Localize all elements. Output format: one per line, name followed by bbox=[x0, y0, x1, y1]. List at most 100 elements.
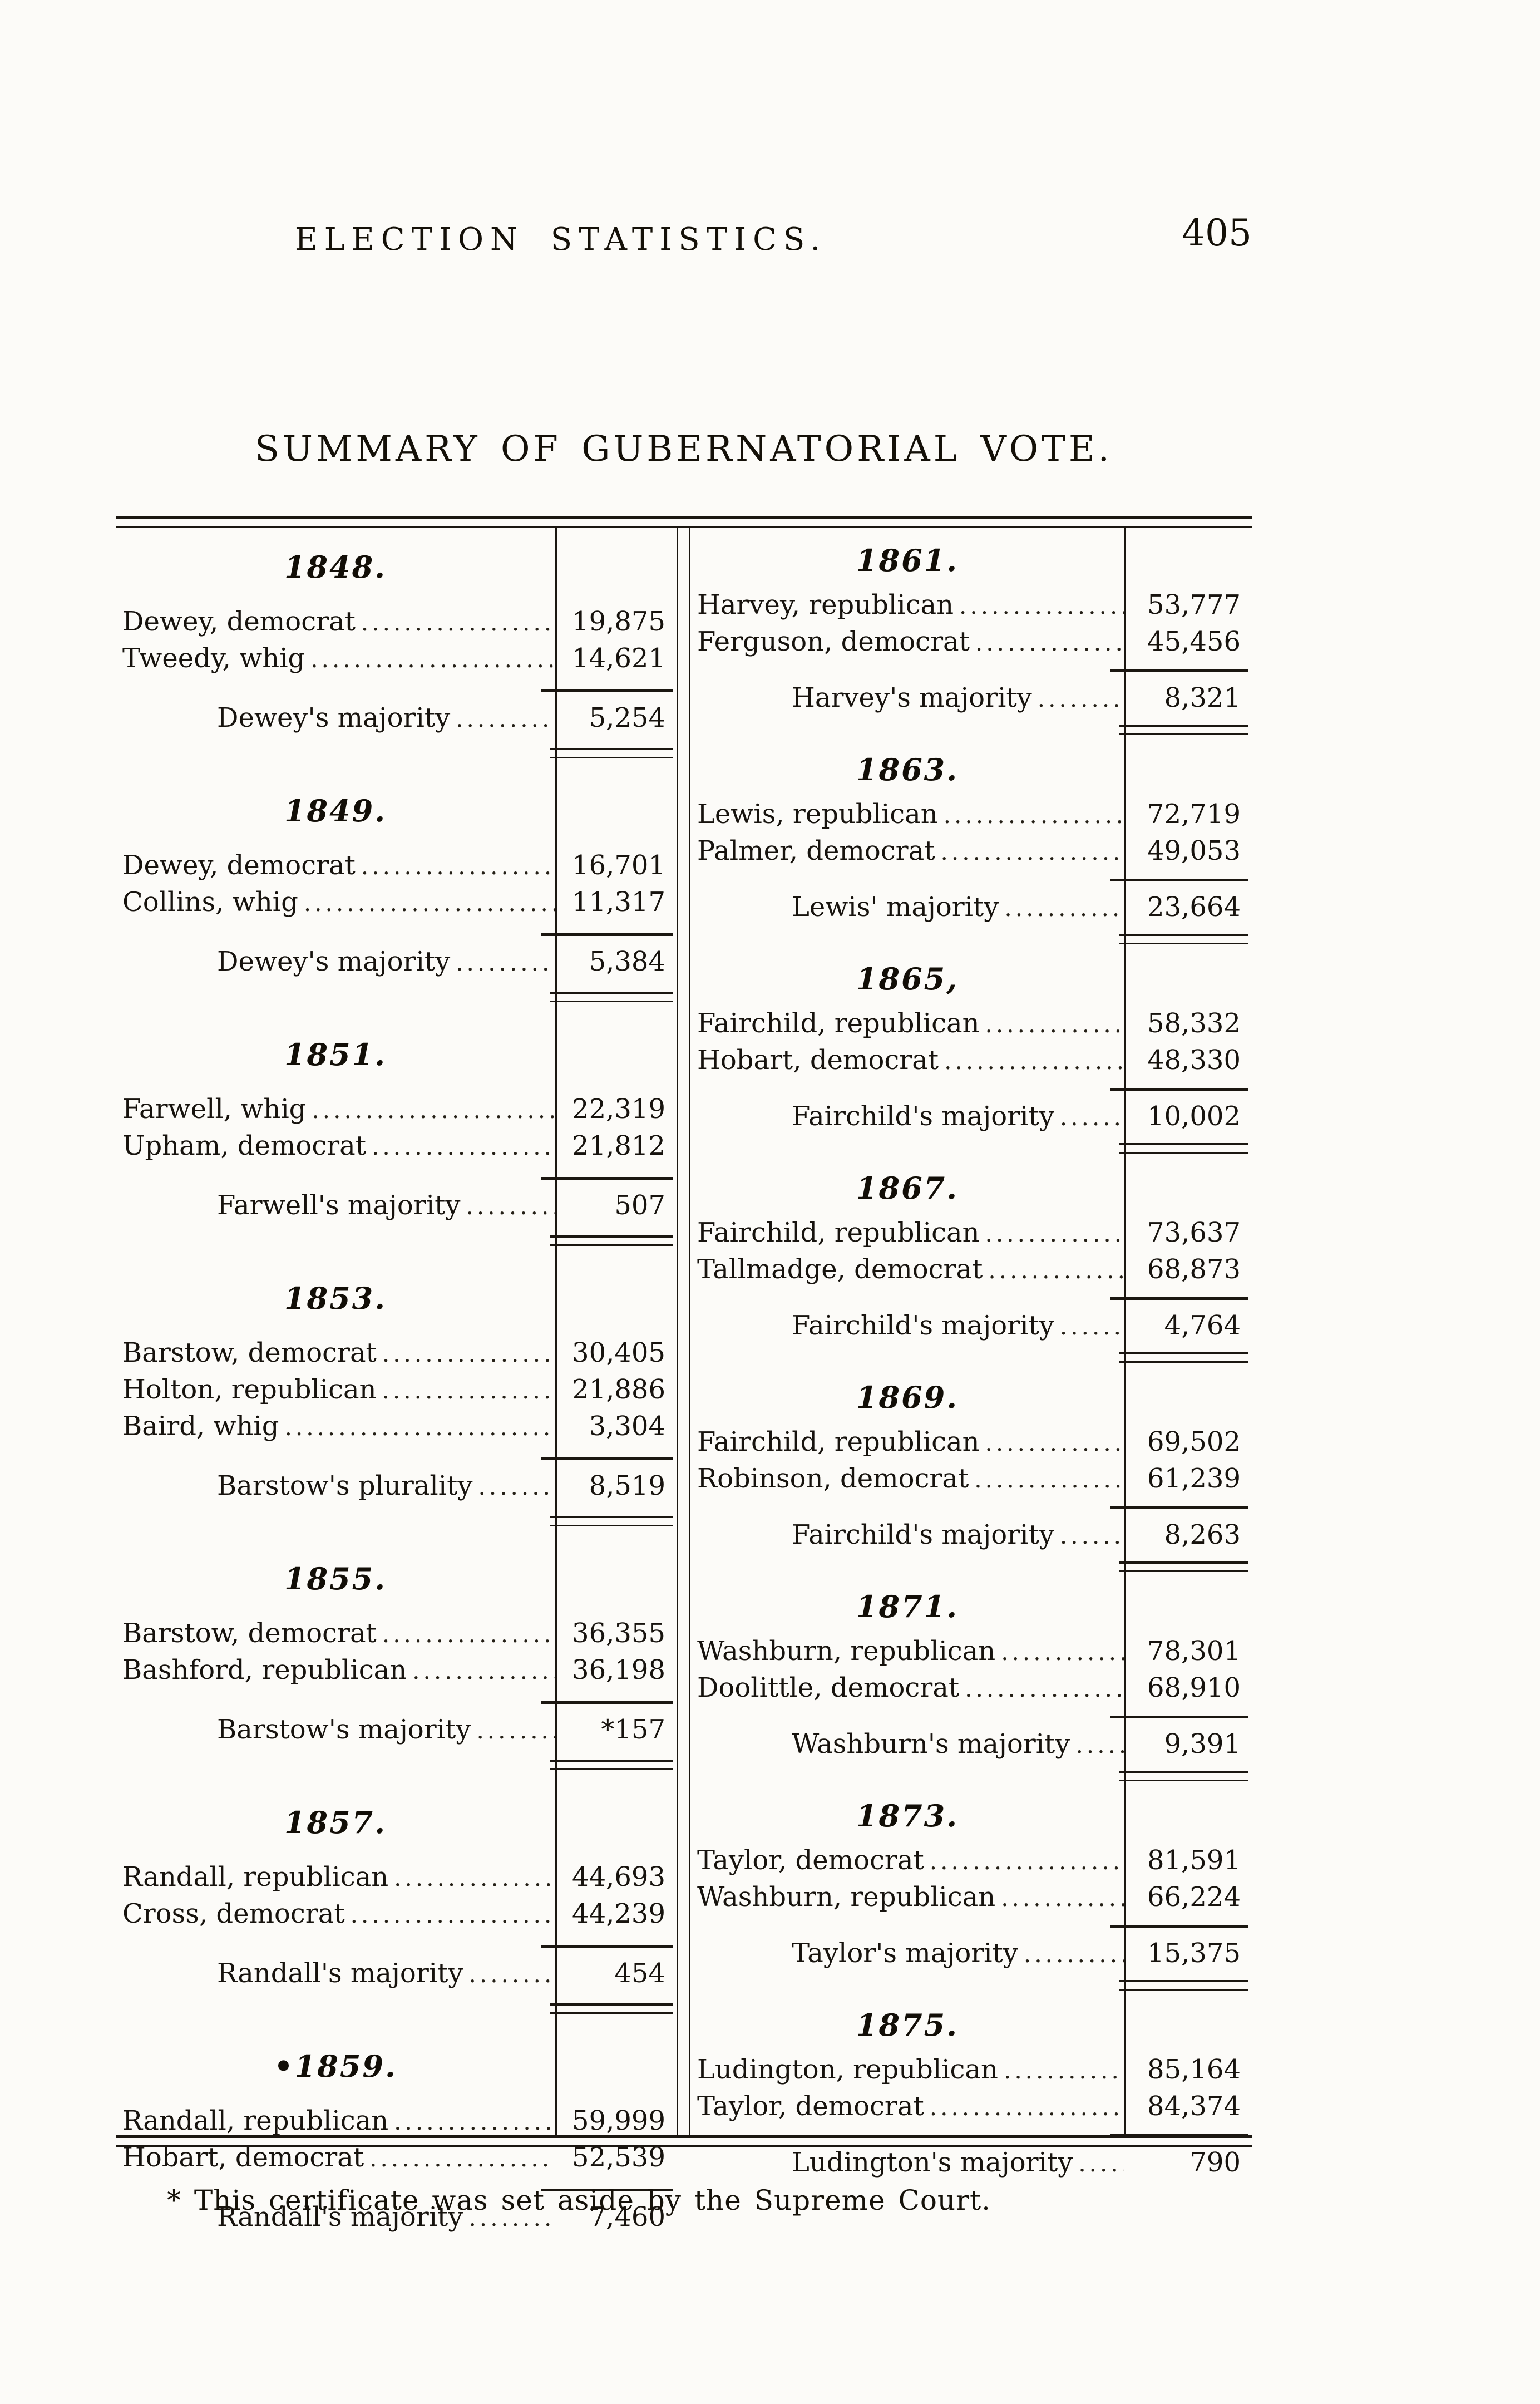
year-section: 1871. Washburn, republican...............… bbox=[690, 1587, 1252, 1781]
vote-count: 44,239 bbox=[572, 1898, 665, 1929]
candidate-name: Dewey, democrat bbox=[122, 850, 356, 881]
year-section: 1855. Barstow, democrat..................… bbox=[116, 1555, 677, 1770]
candidate-row: Hobart, democrat........................… bbox=[116, 2140, 555, 2176]
candidate-row: Farwell, whig...........................… bbox=[116, 1091, 555, 1128]
sum-rule bbox=[1110, 1088, 1248, 1091]
vote-count: 3,304 bbox=[589, 1411, 665, 1442]
vote-count: 21,812 bbox=[572, 1130, 665, 1161]
candidate-name: Harvey, republican bbox=[697, 589, 954, 620]
candidate-name: Fairchild, republican bbox=[697, 1426, 980, 1457]
year-section: 1861. Harvey, republican.................… bbox=[690, 540, 1252, 735]
majority-row: Ludington's majority....................… bbox=[690, 2145, 1124, 2181]
majority-row: Dewey's majority........................… bbox=[116, 944, 555, 981]
majority-row: Randall's majority......................… bbox=[116, 1955, 555, 1992]
candidate-name: Taylor, democrat bbox=[697, 2091, 924, 2122]
dot-leader: ........................................… bbox=[394, 1864, 555, 1891]
left-column: 1848. Dewey, democrat....................… bbox=[116, 528, 677, 2265]
year-heading: 1865, bbox=[856, 961, 959, 997]
year-heading: 1867. bbox=[856, 1170, 959, 1206]
year-heading: 1853. bbox=[284, 1280, 387, 1316]
dot-leader: ........................................… bbox=[372, 1133, 555, 1160]
dot-leader: ........................................… bbox=[1078, 2150, 1124, 2177]
sum-rule bbox=[541, 933, 673, 936]
dot-leader: ........................................… bbox=[382, 1620, 555, 1648]
year-heading: 1851. bbox=[284, 1037, 387, 1072]
dot-leader: ........................................… bbox=[929, 1848, 1124, 1875]
candidate-row: Ferguson, democrat......................… bbox=[690, 624, 1124, 661]
vote-count: 11,317 bbox=[572, 886, 665, 918]
dot-leader: ........................................… bbox=[468, 1960, 555, 1988]
section-grid: Harvey, republican......................… bbox=[690, 587, 1252, 735]
candidate-row: Cross, democrat.........................… bbox=[116, 1896, 555, 1933]
candidate-name: Washburn, republican bbox=[697, 1635, 996, 1667]
dot-leader: ........................................… bbox=[1059, 1104, 1124, 1131]
dot-leader: ........................................… bbox=[312, 1096, 555, 1124]
dot-leader: ........................................… bbox=[350, 1901, 555, 1928]
candidate-row: Barstow, democrat.......................… bbox=[116, 1615, 555, 1652]
dot-leader: ........................................… bbox=[985, 1429, 1124, 1456]
sum-rule bbox=[1110, 1297, 1248, 1300]
candidate-name: Tweedy, whig bbox=[122, 643, 305, 674]
majority-label: Washburn's majority bbox=[792, 1728, 1070, 1760]
candidate-name: Dewey, democrat bbox=[122, 606, 356, 637]
dot-leader: ........................................… bbox=[478, 1473, 556, 1500]
vote-count: 36,198 bbox=[572, 1654, 665, 1686]
vote-count: 81,591 bbox=[1147, 1845, 1241, 1876]
candidate-name: Barstow, democrat bbox=[122, 1337, 377, 1368]
summary-table: 1848. Dewey, democrat....................… bbox=[116, 516, 1252, 2233]
dot-leader: ........................................… bbox=[382, 1377, 555, 1404]
vote-count: 78,301 bbox=[1147, 1635, 1241, 1667]
majority-label: Dewey's majority bbox=[217, 702, 451, 733]
majority-row: Lewis' majority.........................… bbox=[690, 889, 1124, 926]
dot-leader: ........................................… bbox=[310, 646, 555, 673]
year-section: 1863. Lewis, republican..................… bbox=[690, 750, 1252, 944]
candidate-name: Farwell, whig bbox=[122, 1093, 307, 1125]
majority-row: Randall's majority......................… bbox=[116, 2199, 555, 2236]
page-title: SUMMARY OF GUBERNATORIAL VOTE. bbox=[255, 428, 1113, 470]
dot-leader: ........................................… bbox=[468, 2204, 555, 2231]
majority-value: 9,391 bbox=[1164, 1728, 1241, 1760]
dot-leader: ........................................… bbox=[975, 629, 1124, 656]
vote-count: 45,456 bbox=[1147, 626, 1241, 657]
dot-leader: ........................................… bbox=[382, 1340, 555, 1367]
candidate-name: Hobart, democrat bbox=[697, 1045, 939, 1076]
majority-value: 15,375 bbox=[1147, 1938, 1241, 1969]
dot-leader: ........................................… bbox=[1059, 1522, 1124, 1549]
dot-leader: ........................................… bbox=[974, 1466, 1124, 1493]
vote-count: 44,693 bbox=[572, 1861, 665, 1893]
candidate-row: Tweedy, whig............................… bbox=[116, 641, 555, 677]
candidate-name: Cross, democrat bbox=[122, 1898, 345, 1929]
year-section: 1869. Fairchild, republican..............… bbox=[690, 1377, 1252, 1572]
year-section: 1875. Ludington, republican..............… bbox=[690, 2005, 1252, 2181]
vote-count: 84,374 bbox=[1147, 2091, 1241, 2122]
sum-rule bbox=[1110, 1925, 1248, 1928]
year-heading: 1861. bbox=[856, 543, 959, 578]
section-grid: Taylor, democrat........................… bbox=[690, 1843, 1252, 1991]
dot-leader: ........................................… bbox=[959, 592, 1124, 619]
section-grid: Lewis, republican.......................… bbox=[690, 796, 1252, 944]
vote-count: 49,053 bbox=[1147, 835, 1241, 866]
candidate-name: Ferguson, democrat bbox=[697, 626, 970, 657]
section-grid: Farwell, whig...........................… bbox=[116, 1091, 677, 1246]
majority-label: Barstow's majority bbox=[217, 1714, 471, 1745]
majority-label: Randall's majority bbox=[217, 2201, 463, 2233]
majority-row: Barstow's plurality.....................… bbox=[116, 1468, 555, 1505]
majority-value: 7,460 bbox=[589, 2201, 665, 2233]
section-grid: Dewey, democrat.........................… bbox=[116, 848, 677, 1002]
majority-value: 10,002 bbox=[1147, 1101, 1241, 1132]
sum-rule bbox=[541, 1945, 673, 1948]
section-grid: Fairchild, republican...................… bbox=[690, 1006, 1252, 1154]
vote-count: 22,319 bbox=[572, 1093, 665, 1125]
year-section: •1859. Randall, republican...............… bbox=[116, 2043, 677, 2236]
year-heading: 1848. bbox=[284, 549, 387, 585]
majority-value: 8,263 bbox=[1164, 1519, 1241, 1550]
vote-count: 52,539 bbox=[572, 2142, 665, 2173]
candidate-row: Randall, republican.....................… bbox=[116, 1859, 555, 1896]
section-grid: Randall, republican.....................… bbox=[116, 1859, 677, 2014]
center-divider-2 bbox=[689, 528, 690, 2136]
year-section: 1865, Fairchild, republican..............… bbox=[690, 959, 1252, 1154]
majority-label: Taylor's majority bbox=[792, 1938, 1018, 1969]
candidate-name: Tallmadge, democrat bbox=[697, 1254, 983, 1285]
majority-label: Lewis' majority bbox=[792, 891, 999, 923]
